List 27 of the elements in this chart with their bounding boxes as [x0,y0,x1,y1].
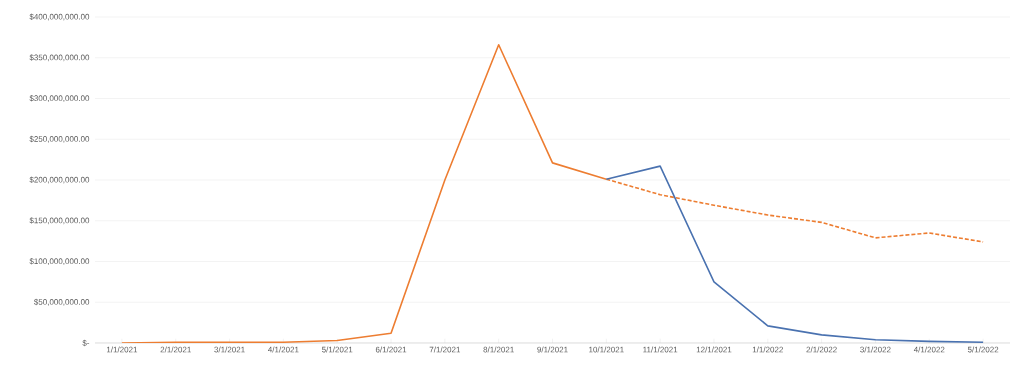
x-tick-label: 2/1/2022 [806,346,837,353]
x-tick-label: 11/1/2021 [643,346,678,353]
x-tick-label: 6/1/2021 [375,346,407,353]
x-tick-label: 12/1/2021 [696,346,732,353]
y-tick-label: $400,000,000.00 [29,13,90,21]
x-tick-label: 3/1/2021 [214,346,245,353]
x-tick-label: 3/1/2022 [860,346,891,353]
y-tick-label: $100,000,000.00 [29,258,90,265]
y-tick-label: $150,000,000.00 [29,217,90,225]
x-tick-label: 8/1/2021 [483,346,514,353]
x-tick-label: 5/1/2021 [321,346,353,353]
line-series [605,165,984,343]
y-tick-label: $250,000,000.00 [29,135,90,143]
x-tick-label: 2/1/2021 [160,346,191,353]
x-tick-label: 5/1/2022 [967,346,999,353]
x-tick-label: 4/1/2021 [268,346,299,353]
y-tick-label: $50,000,000.00 [33,298,90,306]
x-tick-label: 4/1/2022 [913,346,945,353]
x-tick-label: 7/1/2021 [429,346,461,353]
x-tick-label: 1/1/2021 [106,346,138,353]
x-tick-label: 1/1/2022 [752,346,783,353]
y-tick-label: $200,000,000.00 [29,176,90,184]
y-tick-label: $300,000,000.00 [29,95,90,102]
x-tick-label: 10/1/2021 [589,346,624,353]
y-tick-label: $- [82,339,90,347]
x-tick-label: 9/1/2021 [537,346,568,353]
y-tick-label: $350,000,000.00 [29,54,90,62]
